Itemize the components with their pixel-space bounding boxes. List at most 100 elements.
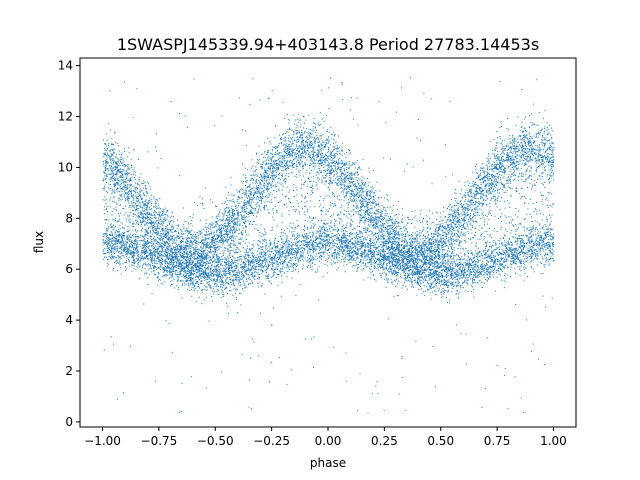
- data-point: [242, 279, 243, 280]
- data-point: [529, 239, 530, 240]
- data-point: [472, 205, 473, 206]
- data-point: [238, 279, 239, 280]
- data-point: [369, 192, 370, 193]
- data-point: [111, 242, 112, 243]
- data-point: [416, 262, 417, 263]
- data-point: [187, 242, 188, 243]
- data-point: [161, 215, 162, 216]
- data-point: [260, 174, 261, 175]
- data-point: [407, 242, 408, 243]
- data-point: [427, 232, 428, 233]
- data-point: [441, 243, 442, 244]
- data-point: [291, 232, 292, 233]
- data-point: [323, 178, 324, 179]
- data-point: [495, 150, 496, 151]
- data-point: [530, 258, 531, 259]
- data-point: [122, 191, 123, 192]
- data-point: [324, 164, 325, 165]
- data-point: [458, 274, 459, 275]
- data-point: [544, 128, 545, 129]
- data-point: [247, 248, 248, 249]
- data-point: [213, 223, 214, 224]
- data-point: [331, 254, 332, 255]
- data-point: [539, 144, 540, 145]
- data-point: [237, 192, 238, 193]
- data-point: [281, 213, 282, 214]
- data-point: [266, 240, 267, 241]
- data-point: [540, 228, 541, 229]
- data-point: [503, 177, 504, 178]
- data-point: [477, 276, 478, 277]
- data-point: [276, 186, 277, 187]
- data-point: [550, 161, 551, 162]
- data-point: [528, 248, 529, 249]
- data-point: [138, 264, 139, 265]
- data-point: [108, 220, 109, 221]
- data-point: [275, 206, 276, 207]
- data-point: [215, 274, 216, 275]
- data-point: [135, 229, 136, 230]
- data-point: [134, 167, 135, 168]
- data-point: [351, 248, 352, 249]
- data-point: [510, 188, 511, 189]
- data-point: [106, 140, 107, 141]
- data-point: [241, 201, 242, 202]
- data-point: [291, 263, 292, 264]
- data-point: [172, 276, 173, 277]
- data-point: [147, 182, 148, 183]
- data-point: [289, 210, 290, 211]
- data-point: [509, 152, 510, 153]
- data-point: [197, 249, 198, 250]
- data-point: [311, 134, 312, 135]
- data-point: [532, 123, 533, 124]
- data-point: [338, 248, 339, 249]
- data-point: [269, 194, 270, 195]
- data-point: [390, 253, 391, 254]
- data-point: [285, 233, 286, 234]
- data-point: [487, 224, 488, 225]
- data-point: [112, 160, 113, 161]
- data-point: [291, 251, 292, 252]
- data-point: [548, 248, 549, 249]
- data-point: [308, 259, 309, 260]
- data-point: [419, 232, 420, 233]
- data-point: [158, 233, 159, 234]
- data-point: [124, 208, 125, 209]
- data-point: [331, 155, 332, 156]
- data-point: [401, 277, 402, 278]
- data-point: [458, 275, 459, 276]
- data-point: [549, 235, 550, 236]
- data-point: [253, 215, 254, 216]
- data-point: [194, 238, 195, 239]
- data-point: [499, 240, 500, 241]
- data-point: [323, 253, 324, 254]
- data-point: [268, 280, 269, 281]
- data-point: [226, 279, 227, 280]
- data-point: [176, 274, 177, 275]
- data-point: [115, 169, 116, 170]
- data-point: [314, 152, 315, 153]
- data-point: [131, 180, 132, 181]
- data-point: [159, 235, 160, 236]
- data-point: [257, 255, 258, 256]
- data-point: [337, 270, 338, 271]
- data-point: [130, 250, 131, 251]
- data-point: [481, 184, 482, 185]
- data-point: [475, 235, 476, 236]
- data-point: [228, 261, 229, 262]
- data-point: [422, 219, 423, 220]
- data-point: [109, 247, 110, 248]
- data-point: [323, 226, 324, 227]
- data-point: [542, 140, 543, 141]
- data-point: [383, 243, 384, 244]
- data-point: [496, 269, 497, 270]
- data-point: [274, 243, 275, 244]
- data-point: [462, 274, 463, 275]
- data-point: [542, 258, 543, 259]
- data-point: [260, 242, 261, 243]
- data-point: [201, 248, 202, 249]
- data-point: [359, 210, 360, 211]
- data-point: [149, 245, 150, 246]
- data-point: [304, 198, 305, 199]
- data-point: [204, 274, 205, 275]
